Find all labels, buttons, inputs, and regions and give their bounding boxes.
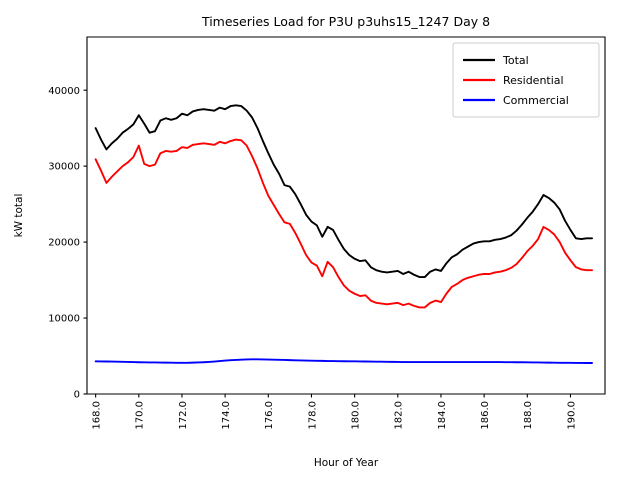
axes-spines: [86, 36, 606, 395]
x-tick-label: 172.0: [178, 401, 189, 430]
x-tick-label: 174.0: [221, 401, 232, 430]
legend-box: [452, 42, 600, 118]
series-line-commercial: [94, 358, 593, 364]
x-tick-label: 176.0: [264, 401, 275, 430]
y-tick-label: 30000: [48, 162, 80, 173]
y-tick-label: 20000: [48, 238, 80, 249]
legend-label-residential: Residential: [503, 74, 564, 87]
y-tick-label: 40000: [48, 86, 80, 97]
y-tick-label: 0: [74, 390, 80, 401]
series-line-residential: [94, 138, 593, 309]
x-axis-label: Hour of Year: [314, 457, 379, 469]
x-tick-label: 170.0: [135, 401, 146, 430]
y-tick-label: 10000: [48, 314, 80, 325]
x-tick-label: 180.0: [350, 401, 361, 430]
x-tick-label: 186.0: [480, 401, 491, 430]
y-axis-ticks: 0 10000 20000 30000 40000: [48, 86, 87, 401]
chart-legend: Total Residential Commercial: [452, 42, 600, 118]
chart-title: Timeseries Load for P3U p3uhs15_1247 Day…: [201, 14, 490, 29]
legend-label-commercial: Commercial: [503, 94, 569, 107]
series-lines: [94, 104, 593, 364]
x-tick-label: 184.0: [437, 401, 448, 430]
series-line-total: [94, 104, 593, 278]
x-tick-label: 188.0: [523, 401, 534, 430]
x-tick-label: 182.0: [394, 401, 405, 430]
x-tick-label: 168.0: [91, 401, 102, 430]
x-tick-label: 178.0: [307, 401, 318, 430]
legend-label-total: Total: [502, 54, 529, 67]
y-axis-label: kW total: [13, 194, 25, 238]
x-axis-ticks: 168.0 170.0 172.0 174.0 176.0 178.0 180.0 182.0…: [91, 394, 577, 430]
plot-frame: [86, 36, 606, 395]
x-tick-label: 190.0: [566, 401, 577, 430]
